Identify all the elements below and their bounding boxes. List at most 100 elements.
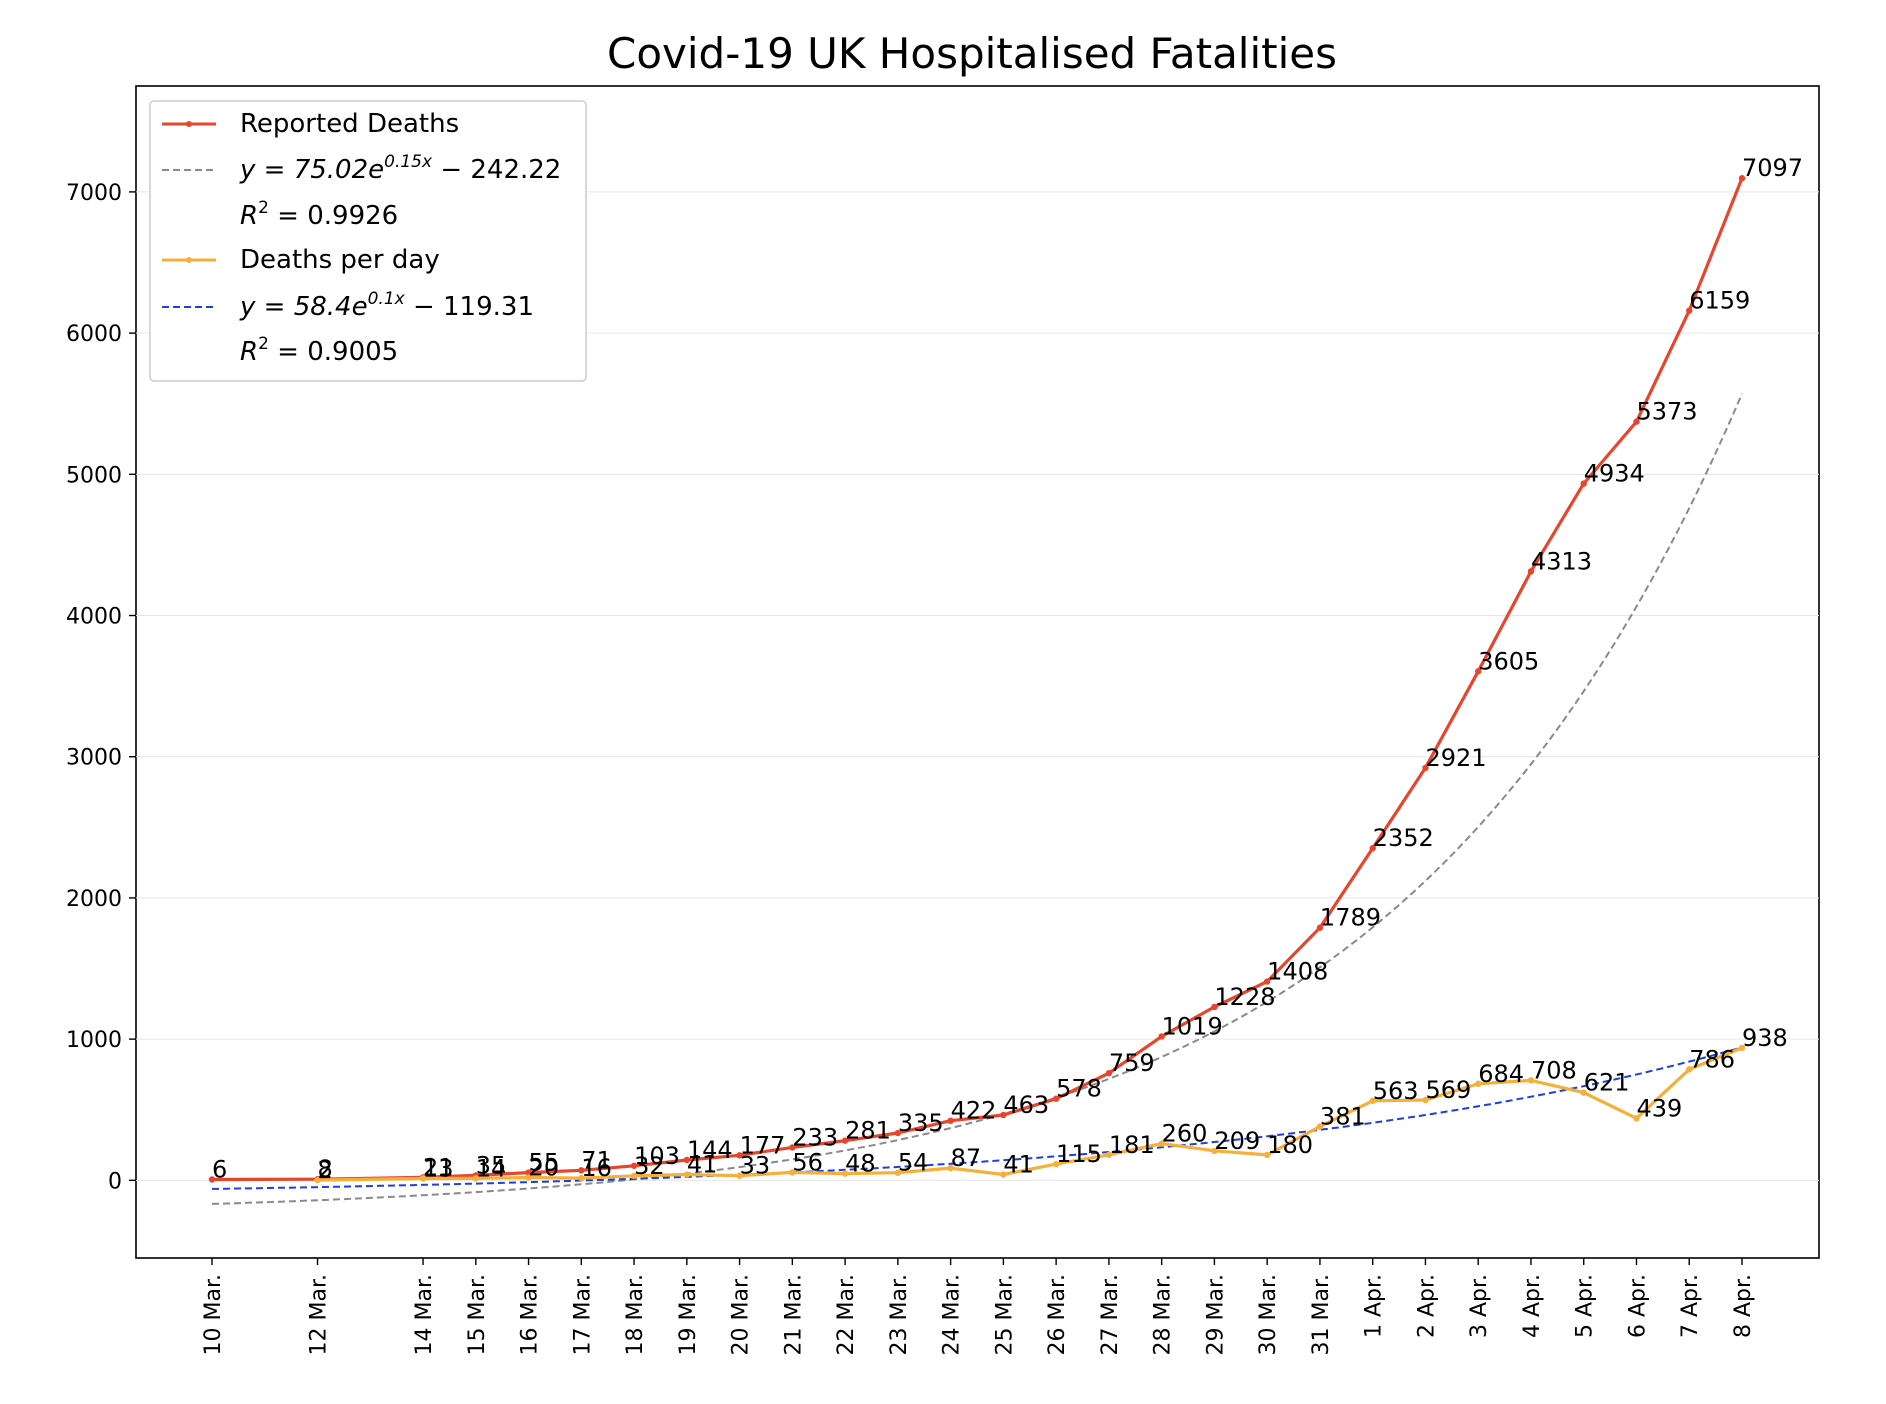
x-tick-label: 10 Mar.	[201, 1274, 226, 1355]
x-tick-label: 15 Mar.	[465, 1274, 490, 1355]
data-label: 2352	[1373, 824, 1434, 852]
data-point	[419, 1175, 427, 1182]
x-tick-label: 24 Mar.	[940, 1274, 965, 1355]
data-labels: 6 8 21 35 55 71 103 144 177 233 281 335 422 463578759…	[212, 154, 1803, 1184]
x-tick-label: 18 Mar.	[623, 1274, 648, 1355]
x-tick-label: 12 Mar.	[307, 1274, 332, 1355]
x-tick-label: 19 Mar.	[676, 1274, 701, 1355]
data-point	[1686, 307, 1693, 314]
y-tick-label: 6000	[66, 322, 122, 347]
legend-box	[149, 100, 587, 382]
data-label: 1408	[1267, 958, 1328, 986]
data-label: 35	[476, 1151, 507, 1179]
reported-deaths-line	[211, 177, 1744, 1182]
data-point	[1105, 1151, 1113, 1158]
data-label: 569	[1425, 1076, 1471, 1104]
data-label: 209	[1214, 1127, 1260, 1155]
fit-curve	[211, 393, 1743, 1205]
x-tick-label: 2 Apr.	[1414, 1274, 1439, 1338]
data-point	[1000, 1111, 1007, 1119]
y-tick-label: 1000	[66, 1028, 122, 1053]
data-point	[1105, 1069, 1113, 1077]
data-label: 4313	[1531, 547, 1592, 575]
data-label: 21	[423, 1153, 454, 1181]
legend-perday-fit-equation: y = 58.4e0.1x − 119.31	[239, 289, 534, 322]
data-label: 1789	[1320, 904, 1381, 932]
data-label: 14	[476, 1154, 507, 1182]
data-label: 260	[1162, 1120, 1208, 1148]
legend-reported-fit-equation: y = 75.02e0.15x − 242.22	[239, 152, 561, 185]
data-label: 439	[1636, 1094, 1682, 1122]
data-label: 2	[318, 1156, 333, 1184]
data-point	[1475, 1080, 1482, 1087]
data-label: 281	[845, 1117, 891, 1145]
data-point	[1422, 764, 1429, 772]
plot-frame	[135, 85, 1820, 1259]
data-point	[1000, 1171, 1007, 1178]
data-label: 2921	[1425, 744, 1486, 772]
data-label: 381	[1320, 1103, 1366, 1131]
x-tick-label: 31 Mar.	[1309, 1274, 1334, 1355]
legend-reported-r2-exponent: 2	[258, 198, 269, 218]
x-tick-label: 28 Mar.	[1151, 1274, 1176, 1355]
x-tick-label: 16 Mar.	[518, 1274, 543, 1355]
data-label: 177	[740, 1131, 786, 1159]
data-label: 115	[1056, 1140, 1102, 1168]
data-label: 16	[581, 1154, 612, 1182]
data-label: 20	[529, 1154, 560, 1182]
x-tick-label: 5 Apr.	[1573, 1274, 1598, 1338]
data-point	[894, 1129, 902, 1137]
data-point	[578, 1167, 585, 1174]
data-point	[1580, 480, 1587, 487]
data-label: 1019	[1162, 1012, 1223, 1040]
data-point	[314, 1176, 321, 1184]
legend-reported-label: Reported Deaths	[240, 109, 459, 139]
x-tick-label: 14 Mar.	[412, 1274, 437, 1355]
data-point	[947, 1117, 954, 1124]
data-label: 563	[1373, 1077, 1419, 1105]
data-point	[578, 1174, 585, 1182]
legend-perday-fit-suffix: − 119.31	[405, 292, 534, 322]
data-label: 233	[792, 1123, 838, 1151]
data-point	[1316, 1123, 1324, 1130]
data-label: 5373	[1636, 398, 1697, 426]
data-label: 54	[898, 1149, 929, 1177]
legend-reported-r2: R2 = 0.9926	[240, 198, 398, 231]
data-label: 180	[1267, 1131, 1313, 1159]
legend-reported-fit-prefix: y = 75.02e	[239, 155, 384, 185]
data-label: 33	[740, 1152, 771, 1180]
legend-reported-fit-exponent: 0.15x	[384, 152, 433, 172]
legend-perday-r2-value: = 0.9005	[269, 337, 398, 367]
data-point	[1633, 1115, 1640, 1122]
data-point	[789, 1144, 796, 1151]
data-label: 41	[687, 1151, 718, 1179]
legend-perday-marker	[186, 257, 192, 263]
y-tick-label: 0	[108, 1169, 122, 1194]
x-tick-label: 26 Mar.	[1045, 1274, 1070, 1355]
x-tick-label: 1 Apr.	[1362, 1274, 1387, 1338]
data-point	[1633, 418, 1640, 425]
x-tick-label: 7 Apr.	[1678, 1274, 1703, 1338]
data-point	[1527, 1077, 1535, 1084]
data-point	[1263, 978, 1271, 985]
legend: Reported Deaths y = 75.02e0.15x − 242.22…	[149, 100, 587, 382]
data-point	[841, 1137, 849, 1144]
data-point	[525, 1169, 532, 1176]
data-label: 621	[1584, 1069, 1630, 1097]
axes: 0 1000 2000 3000 4000 5000 6000 7000 10 Mar. 12 M…	[66, 181, 1756, 1356]
x-tick-label: 21 Mar.	[781, 1274, 806, 1355]
data-point	[472, 1175, 479, 1182]
data-label: 708	[1531, 1056, 1577, 1084]
y-tick-label: 3000	[66, 746, 122, 771]
data-point	[1316, 924, 1324, 931]
legend-reported-fit-suffix: − 242.22	[432, 155, 561, 185]
data-point	[894, 1169, 902, 1176]
data-label: 103	[634, 1142, 680, 1170]
y-tick-label: 5000	[66, 463, 122, 488]
legend-perday-r2-prefix: R	[240, 337, 258, 367]
data-point	[630, 1172, 638, 1180]
data-label: 3605	[1478, 647, 1539, 675]
fit-curve	[212, 1046, 1743, 1190]
data-series	[208, 175, 1746, 1184]
